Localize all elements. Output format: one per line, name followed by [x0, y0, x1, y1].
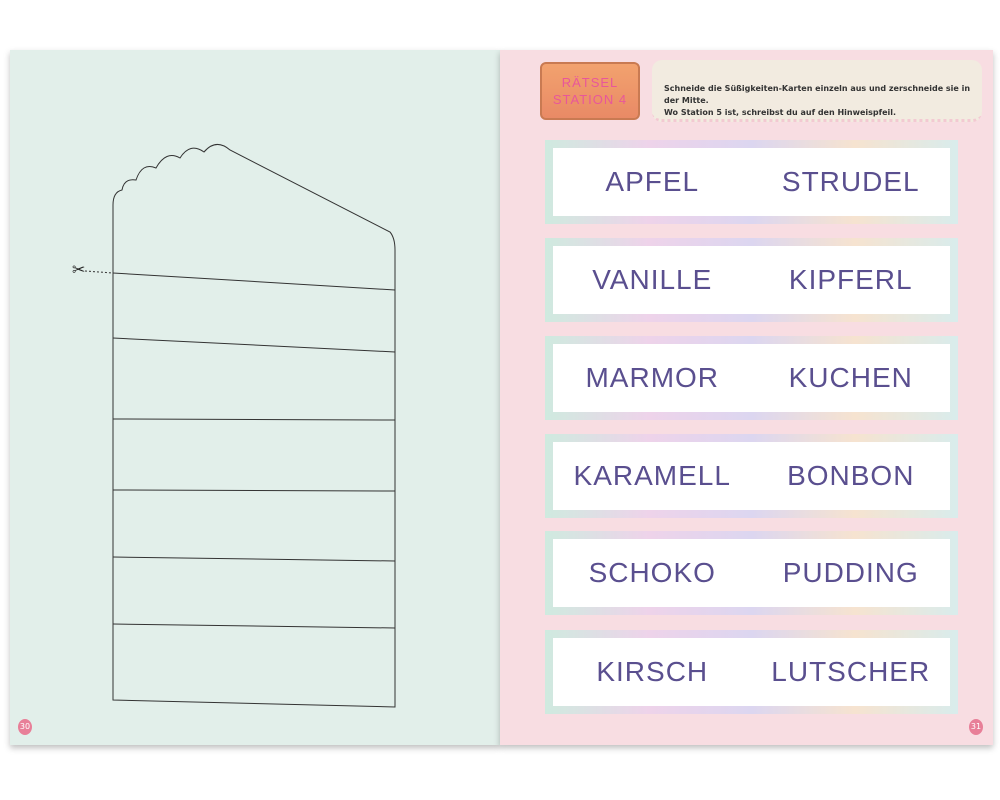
- page-number: 31: [969, 719, 983, 735]
- banner-line2: STATION 4: [552, 92, 628, 107]
- instructions-box: Schneide die Süßigkeiten-Karten einzeln …: [652, 60, 982, 122]
- word-card[interactable]: APFEL STRUDEL: [545, 140, 958, 224]
- word-left: VANILLE: [592, 264, 713, 295]
- right-page: RÄTSEL STATION 4 Schneide die Süßigkeite…: [500, 50, 993, 745]
- word-right: LUTSCHER: [771, 656, 931, 687]
- word-card[interactable]: MARMOR KUCHEN: [545, 336, 958, 420]
- cake-cutout-template: [84, 144, 396, 708]
- word-left: MARMOR: [585, 362, 720, 393]
- left-page: ✂ 30: [10, 50, 500, 745]
- word-left: APFEL: [605, 166, 700, 197]
- word-right: PUDDING: [782, 557, 919, 588]
- station-banner: RÄTSEL STATION 4: [540, 62, 640, 120]
- word-right: BONBON: [787, 460, 915, 491]
- word-right: KUCHEN: [788, 362, 913, 393]
- word-left: KARAMELL: [573, 460, 731, 491]
- word-left: SCHOKO: [588, 557, 716, 588]
- word-card[interactable]: KIRSCH LUTSCHER: [545, 630, 958, 714]
- instruction-line2: Wo Station 5 ist, schreibst du auf den H…: [664, 108, 897, 117]
- word-card[interactable]: SCHOKO PUDDING: [545, 531, 958, 615]
- word-card[interactable]: VANILLE KIPFERL: [545, 238, 958, 322]
- word-left: KIRSCH: [596, 656, 709, 687]
- banner-line1: RÄTSEL: [561, 75, 619, 90]
- word-card[interactable]: KARAMELL BONBON: [545, 434, 958, 518]
- word-right: KIPFERL: [788, 264, 913, 295]
- instruction-line1: Schneide die Süßigkeiten-Karten einzeln …: [664, 84, 971, 105]
- word-right: STRUDEL: [781, 166, 920, 197]
- scissors-icon: ✂: [72, 260, 86, 279]
- page-number: 30: [18, 719, 32, 735]
